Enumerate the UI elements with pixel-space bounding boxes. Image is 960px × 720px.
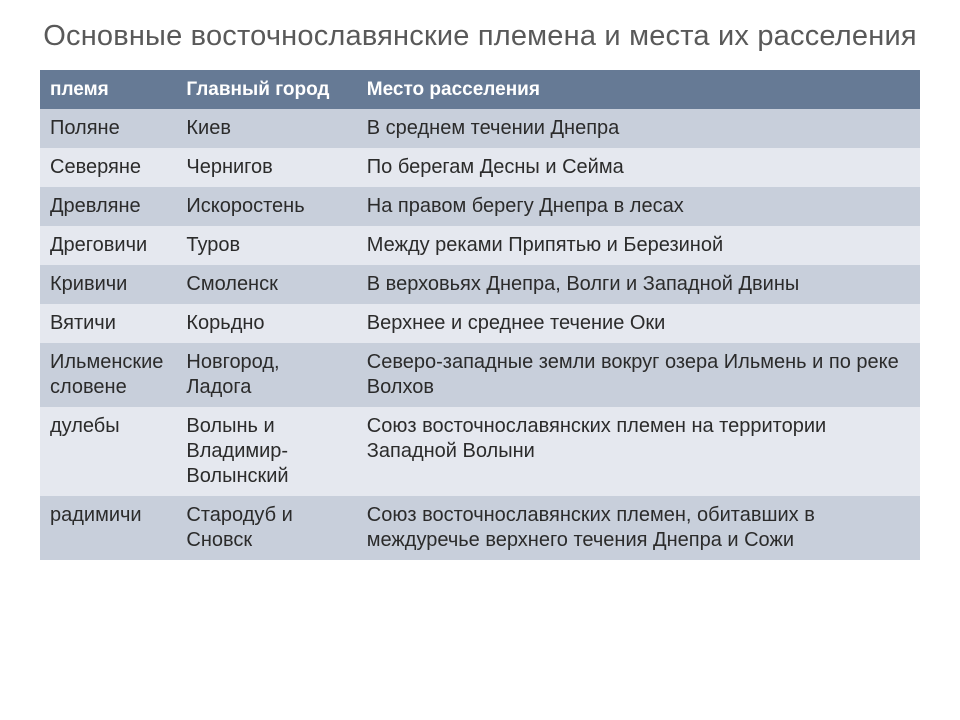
tribes-table: племя Главный город Место расселения Пол…: [40, 70, 920, 561]
cell-city: Киев: [176, 109, 356, 148]
table-row: Поляне Киев В среднем течении Днепра: [40, 109, 920, 148]
cell-city: Стародуб и Сновск: [176, 496, 356, 560]
cell-place: Северо-западные земли вокруг озера Ильме…: [357, 343, 920, 407]
cell-place: По берегам Десны и Сейма: [357, 148, 920, 187]
col-header-tribe: племя: [40, 70, 176, 110]
table-row: Северяне Чернигов По берегам Десны и Сей…: [40, 148, 920, 187]
table-header-row: племя Главный город Место расселения: [40, 70, 920, 110]
slide-title: Основные восточнославянские племена и ме…: [40, 18, 920, 56]
cell-place: В среднем течении Днепра: [357, 109, 920, 148]
cell-city: Чернигов: [176, 148, 356, 187]
table-row: Вятичи Корьдно Верхнее и среднее течение…: [40, 304, 920, 343]
table-row: дулебы Волынь и Владимир-Волынский Союз …: [40, 407, 920, 496]
cell-place: Союз восточнославянских племен, обитавши…: [357, 496, 920, 560]
cell-tribe: радимичи: [40, 496, 176, 560]
table-row: Ильменские словене Новгород, Ладога Севе…: [40, 343, 920, 407]
cell-tribe: Ильменские словене: [40, 343, 176, 407]
table-row: Дреговичи Туров Между реками Припятью и …: [40, 226, 920, 265]
cell-city: Новгород, Ладога: [176, 343, 356, 407]
cell-place: В верховьях Днепра, Волги и Западной Дви…: [357, 265, 920, 304]
table-row: Кривичи Смоленск В верховьях Днепра, Вол…: [40, 265, 920, 304]
cell-city: Туров: [176, 226, 356, 265]
cell-tribe: Кривичи: [40, 265, 176, 304]
cell-city: Искоростень: [176, 187, 356, 226]
cell-tribe: дулебы: [40, 407, 176, 496]
cell-place: На правом берегу Днепра в лесах: [357, 187, 920, 226]
col-header-place: Место расселения: [357, 70, 920, 110]
cell-city: Волынь и Владимир-Волынский: [176, 407, 356, 496]
slide: Основные восточнославянские племена и ме…: [0, 0, 960, 720]
cell-city: Корьдно: [176, 304, 356, 343]
cell-city: Смоленск: [176, 265, 356, 304]
cell-tribe: Древляне: [40, 187, 176, 226]
cell-tribe: Поляне: [40, 109, 176, 148]
cell-tribe: Северяне: [40, 148, 176, 187]
table-row: радимичи Стародуб и Сновск Союз восточно…: [40, 496, 920, 560]
cell-place: Верхнее и среднее течение Оки: [357, 304, 920, 343]
cell-tribe: Дреговичи: [40, 226, 176, 265]
table-row: Древляне Искоростень На правом берегу Дн…: [40, 187, 920, 226]
cell-place: Между реками Припятью и Березиной: [357, 226, 920, 265]
col-header-city: Главный город: [176, 70, 356, 110]
cell-tribe: Вятичи: [40, 304, 176, 343]
cell-place: Союз восточнославянских племен на террит…: [357, 407, 920, 496]
